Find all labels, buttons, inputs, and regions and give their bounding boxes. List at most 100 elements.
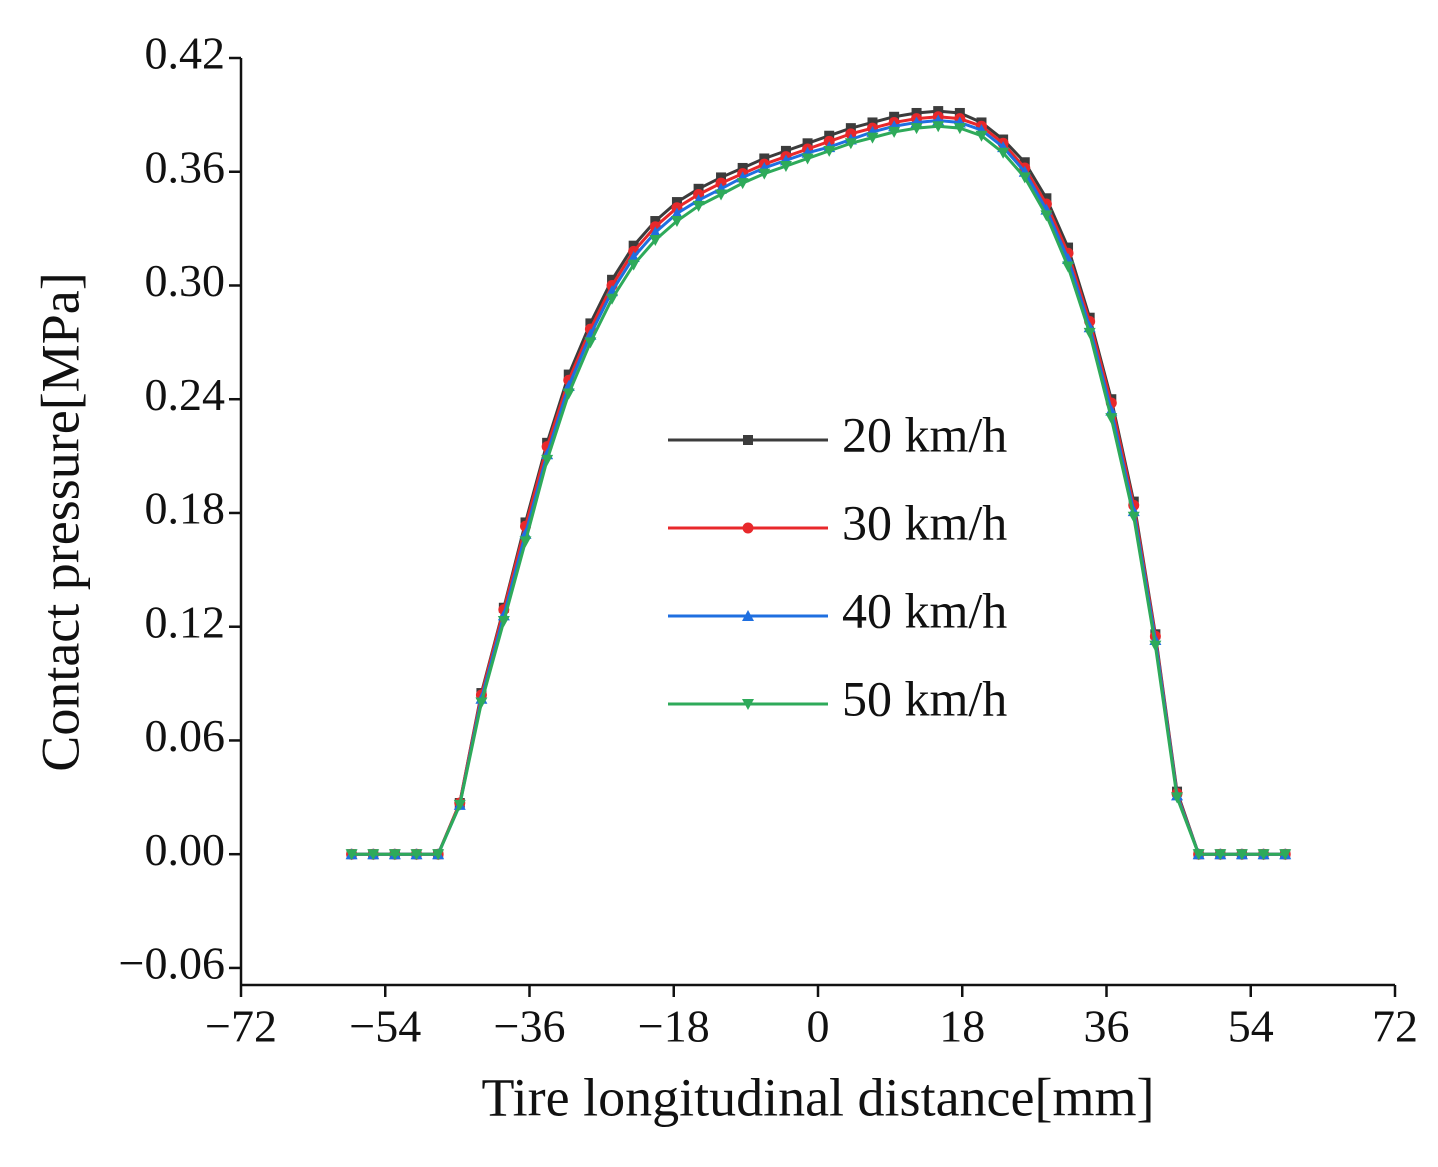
marker — [693, 183, 704, 194]
y-tick-label: 0.42 — [145, 28, 226, 79]
marker — [954, 107, 965, 118]
y-tick-label: −0.06 — [119, 938, 225, 989]
marker — [801, 153, 814, 165]
legend-label: 40 km/h — [842, 582, 1007, 638]
marker — [367, 849, 380, 861]
marker — [1192, 849, 1205, 861]
marker — [911, 107, 922, 118]
marker — [627, 259, 640, 271]
marker — [670, 207, 683, 219]
marker — [606, 293, 619, 305]
marker — [1214, 849, 1227, 861]
marker — [607, 274, 618, 285]
marker — [453, 799, 466, 811]
marker — [649, 234, 662, 246]
y-tick-label: 0.00 — [145, 824, 226, 875]
x-tick-label: −72 — [205, 1001, 277, 1052]
marker — [758, 168, 771, 180]
x-tick-label: −36 — [494, 1001, 566, 1052]
marker — [737, 162, 748, 173]
marker — [432, 849, 445, 861]
marker — [975, 130, 988, 142]
marker — [742, 522, 754, 534]
marker — [562, 388, 575, 400]
y-axis-title: Contact pressure[MPa] — [30, 272, 90, 771]
marker — [1149, 640, 1162, 652]
marker — [1041, 193, 1052, 204]
marker — [1018, 172, 1031, 184]
marker — [866, 132, 879, 144]
marker — [519, 536, 532, 548]
y-tick-label: 0.18 — [145, 483, 226, 534]
y-tick-label: 0.36 — [145, 141, 226, 192]
marker — [671, 197, 682, 208]
marker — [410, 849, 423, 861]
marker — [650, 216, 661, 227]
marker — [1257, 849, 1270, 861]
marker — [1171, 792, 1184, 804]
marker — [824, 130, 835, 141]
marker — [845, 123, 856, 134]
marker — [628, 240, 639, 251]
marker — [888, 126, 901, 138]
marker — [844, 138, 857, 150]
legend-label: 20 km/h — [842, 406, 1007, 462]
legend-label: 30 km/h — [842, 494, 1007, 550]
x-tick-label: 18 — [939, 1001, 985, 1052]
marker — [1105, 404, 1118, 416]
marker — [736, 178, 749, 190]
marker — [759, 153, 770, 164]
legend-label: 50 km/h — [842, 670, 1007, 726]
marker — [933, 106, 944, 117]
marker — [780, 145, 791, 156]
marker — [345, 849, 358, 861]
x-tick-label: 54 — [1228, 1001, 1274, 1052]
marker — [823, 145, 836, 157]
x-tick-label: 36 — [1084, 1001, 1130, 1052]
marker — [585, 318, 596, 329]
marker — [997, 147, 1010, 159]
marker — [716, 172, 727, 183]
marker — [1279, 849, 1292, 861]
marker — [802, 138, 813, 149]
marker — [742, 610, 754, 621]
marker — [889, 111, 900, 122]
marker — [1235, 849, 1248, 861]
marker — [715, 189, 728, 201]
series-line — [351, 119, 1286, 856]
marker — [649, 226, 662, 238]
marker — [388, 849, 401, 861]
y-tick-label: 0.30 — [145, 255, 226, 306]
x-tick-label: 0 — [807, 1001, 830, 1052]
marker — [497, 616, 510, 628]
x-tick-label: −18 — [638, 1001, 710, 1052]
marker — [910, 123, 923, 135]
marker — [519, 527, 532, 539]
series-line — [351, 109, 1286, 856]
series-line — [351, 115, 1286, 856]
marker — [670, 216, 683, 228]
marker — [742, 699, 754, 710]
marker — [867, 117, 878, 128]
marker — [779, 161, 792, 173]
marker — [932, 121, 945, 133]
marker — [692, 200, 705, 212]
marker — [541, 454, 554, 466]
marker — [743, 435, 753, 445]
y-tick-label: 0.24 — [145, 369, 226, 420]
y-tick-label: 0.06 — [145, 710, 226, 761]
marker — [1063, 242, 1074, 253]
marker — [953, 123, 966, 135]
x-tick-label: 72 — [1372, 1001, 1418, 1052]
marker — [475, 697, 488, 709]
x-tick-label: −54 — [349, 1001, 421, 1052]
marker — [1105, 413, 1118, 425]
marker — [1083, 327, 1096, 339]
y-tick-label: 0.12 — [145, 596, 226, 647]
x-axis-title: Tire longitudinal distance[mm] — [482, 1067, 1155, 1127]
series-line — [351, 124, 1286, 856]
marker — [1040, 210, 1053, 222]
marker — [584, 337, 597, 349]
marker — [1062, 261, 1075, 273]
